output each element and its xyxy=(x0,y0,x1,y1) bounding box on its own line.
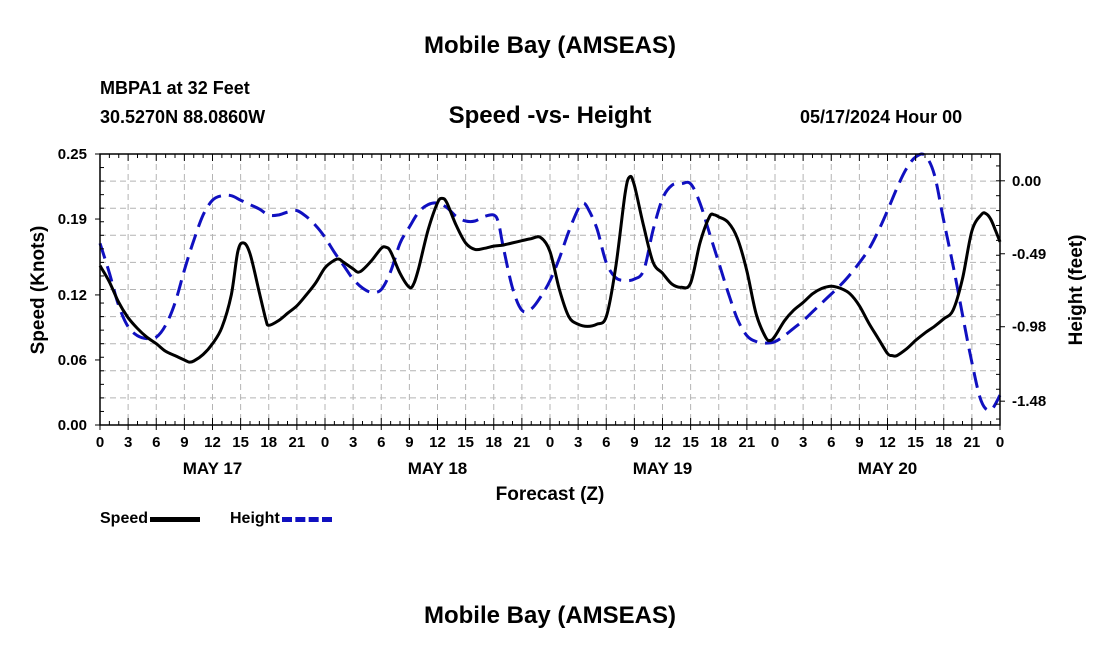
x-tick-label: 15 xyxy=(232,434,249,451)
axes: 0 3 6 9 12 15 18 21 0 3 6 9 12 15 18 21 0 3 6 9 12 15 18 21 0 3 6 9… xyxy=(58,146,1046,478)
date-label: MAY 19 xyxy=(633,459,693,478)
y2-axis-label: Height (feet) xyxy=(1066,235,1087,346)
footer-title: Mobile Bay (AMSEAS) xyxy=(423,602,677,629)
station-coordinates: 30.5270N 88.0860W xyxy=(100,107,266,127)
grid-lines xyxy=(100,154,1000,425)
x-tick-label: 0 xyxy=(771,434,779,451)
x-tick-label: 6 xyxy=(152,434,160,451)
x-tick-label: 3 xyxy=(124,434,132,451)
x-tick-label: 12 xyxy=(429,434,446,451)
x-tick-label: 15 xyxy=(457,434,474,451)
y-tick-label: 0.06 xyxy=(58,352,87,369)
legend-height: Height xyxy=(230,510,332,528)
x-tick-label: 21 xyxy=(739,434,756,451)
y2-tick-label: -0.98 xyxy=(1012,319,1046,336)
y-axis-label: Speed (Knots) xyxy=(28,226,49,355)
x-tick-label: 6 xyxy=(602,434,610,451)
date-label: MAY 17 xyxy=(183,459,243,478)
x-tick-label: 18 xyxy=(260,434,277,451)
x-tick-label: 0 xyxy=(546,434,554,451)
x-tick-label: 0 xyxy=(96,434,104,451)
speed-series xyxy=(98,174,1002,364)
legend-height-label: Height xyxy=(230,510,280,527)
chart-title: Mobile Bay (AMSEAS) xyxy=(423,32,677,59)
y2-tick-label: -0.49 xyxy=(1012,246,1046,263)
x-tick-label: 0 xyxy=(321,434,329,451)
height-line xyxy=(98,152,1002,412)
legend-height-swatch xyxy=(281,516,332,522)
x-tick-label: 6 xyxy=(827,434,835,451)
x-tick-label: 3 xyxy=(574,434,582,451)
y-tick-label: 0.12 xyxy=(58,287,87,304)
x-tick-label: 0 xyxy=(996,434,1004,451)
x-tick-label: 21 xyxy=(289,434,306,451)
x-tick-label: 18 xyxy=(935,434,952,451)
x-tick-label: 9 xyxy=(405,434,413,451)
chart-subtitle: Speed -vs- Height xyxy=(448,102,652,129)
legend-speed-label: Speed xyxy=(100,510,149,527)
legend-speed: Speed xyxy=(100,510,201,528)
date-label: MAY 20 xyxy=(858,459,918,478)
date-label: MAY 18 xyxy=(408,459,468,478)
x-tick-label: 12 xyxy=(204,434,221,451)
x-tick-label: 12 xyxy=(879,434,896,451)
x-tick-label: 21 xyxy=(964,434,981,451)
x-tick-label: 18 xyxy=(485,434,502,451)
x-axis-label: Forecast (Z) xyxy=(496,484,605,505)
x-tick-label: 3 xyxy=(799,434,807,451)
y2-tick-label: -1.48 xyxy=(1012,393,1046,410)
x-tick-label: 9 xyxy=(855,434,863,451)
y-tick-label: 0.00 xyxy=(58,417,87,434)
y2-tick-label: 0.00 xyxy=(1012,173,1041,190)
legend-speed-swatch xyxy=(150,516,201,522)
plot-frame xyxy=(99,153,1001,426)
x-tick-label: 18 xyxy=(710,434,727,451)
x-tick-label: 12 xyxy=(654,434,671,451)
station-label: MBPA1 at 32 Feet xyxy=(100,78,250,98)
x-tick-label: 21 xyxy=(514,434,531,451)
x-tick-label: 15 xyxy=(907,434,924,451)
y-tick-label: 0.19 xyxy=(58,211,87,228)
y-tick-label: 0.25 xyxy=(58,146,87,163)
forecast-datetime: 05/17/2024 Hour 00 xyxy=(800,107,963,127)
x-tick-label: 3 xyxy=(349,434,357,451)
height-series xyxy=(98,152,1002,412)
x-tick-label: 9 xyxy=(180,434,188,451)
speed-line xyxy=(98,174,1002,364)
x-tick-label: 9 xyxy=(630,434,638,451)
x-tick-label: 15 xyxy=(682,434,699,451)
x-tick-label: 6 xyxy=(377,434,385,451)
